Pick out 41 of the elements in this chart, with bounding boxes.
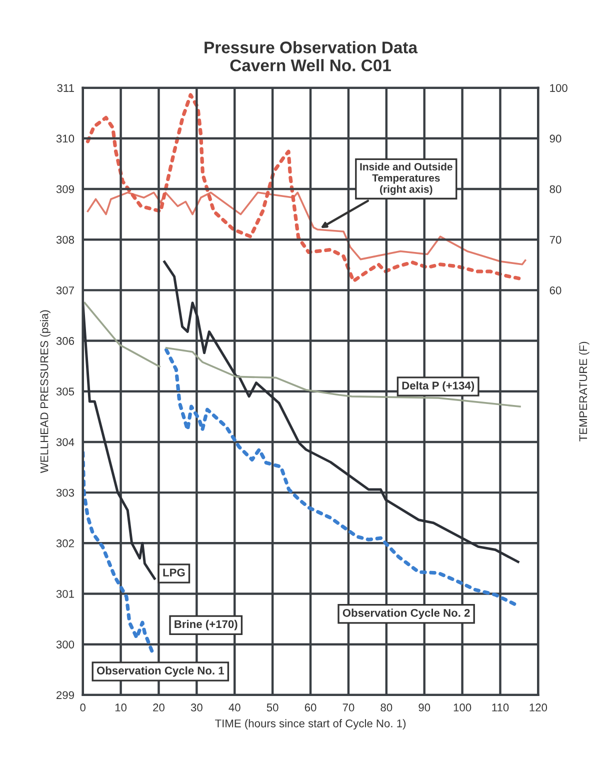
annotation: Observation Cycle No. 2: [342, 608, 470, 620]
y-tick-label: 308: [56, 236, 74, 244]
x-tick-label: 0: [80, 704, 86, 712]
x-tick-label: 110: [492, 704, 509, 712]
y-tick-label: 303: [56, 488, 74, 497]
chart-title: Pressure Observation Data Cavern Well No. C01: [204, 41, 418, 72]
y2-tick-label: 60: [550, 286, 562, 294]
x-tick-label: 30: [190, 704, 202, 712]
y-tick-label: 305: [56, 388, 74, 396]
y-tick-label: 300: [56, 640, 74, 648]
y-tick-label: 309: [56, 185, 74, 194]
x-tick-label: 120: [530, 704, 548, 712]
y-tick-label: 304: [56, 438, 74, 446]
y2-tick-label: 90: [550, 134, 562, 143]
y2-tick-label: 80: [550, 185, 562, 194]
y-tick-label: 311: [57, 84, 74, 92]
series-label: Delta P (+134): [402, 381, 474, 392]
x-tick-label: 60: [304, 704, 316, 712]
y-axis-title: WELLHEAD PRESSURES (psia): [40, 310, 50, 474]
y-tick-label: 310: [56, 134, 74, 143]
y2-tick-label: 70: [550, 236, 562, 244]
y-tick-label: 299: [56, 691, 74, 700]
y2-axis-title: TEMPERATURE (F): [578, 342, 590, 442]
x-tick-label: 10: [115, 704, 127, 712]
text: Brine (+170): [174, 620, 238, 630]
series-label: LPG: [163, 568, 185, 576]
x-tick-label: 50: [266, 704, 278, 712]
x-tick-label: 70: [342, 704, 354, 712]
annotation: Observation Cycle No. 1: [96, 666, 224, 677]
x-axis-title: TIME (hours since start of Cycle No. 1): [215, 719, 406, 730]
y2-tick-label: 100: [550, 84, 568, 92]
y-tick-label: 306: [56, 337, 74, 345]
x-tick-label: 40: [228, 704, 240, 712]
x-tick-label: 100: [454, 704, 472, 712]
y-tick-label: 302: [56, 539, 74, 548]
y-tick-label: 307: [56, 286, 74, 294]
x-tick-label: 90: [418, 704, 430, 712]
x-tick-label: 80: [380, 704, 392, 712]
y-tick-label: 301: [56, 590, 74, 598]
x-tick-label: 20: [153, 704, 164, 712]
annotation: Inside and Outside Temperatures (right axis): [360, 162, 452, 195]
